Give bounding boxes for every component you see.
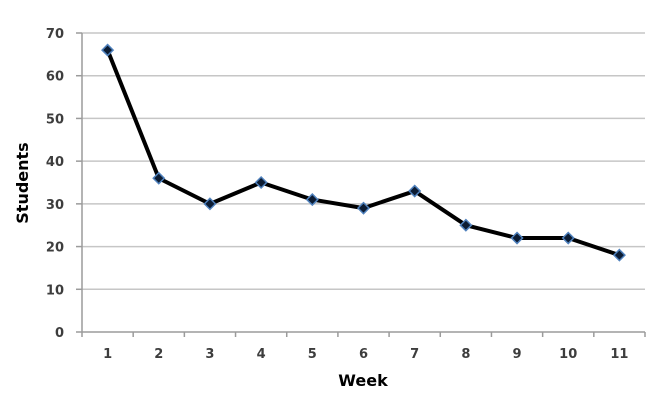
x-tick-label: 8: [461, 347, 470, 362]
y-tick-label: 0: [55, 326, 64, 341]
y-tick-label: 70: [46, 27, 64, 42]
y-tick-label: 60: [46, 70, 64, 85]
x-tick-label: 7: [410, 347, 419, 362]
y-tick-label: 20: [46, 241, 64, 256]
x-tick-label: 10: [559, 347, 577, 362]
x-tick-label: 11: [610, 347, 628, 362]
x-tick-label: 2: [154, 347, 163, 362]
x-tick-label: 9: [513, 347, 522, 362]
y-tick-label: 10: [46, 283, 64, 298]
y-axis-title: Students: [13, 142, 32, 223]
data-point-marker: [510, 231, 524, 245]
data-point-marker: [203, 197, 217, 211]
y-tick-label: 40: [46, 155, 64, 170]
x-tick-label: 5: [308, 347, 317, 362]
x-tick-label: 4: [257, 347, 266, 362]
data-point-marker: [305, 193, 319, 207]
y-tick-label: 30: [46, 198, 64, 213]
data-point-marker: [152, 171, 166, 185]
data-point-marker: [459, 218, 473, 232]
x-axis-title: Week: [338, 371, 388, 390]
data-point-marker: [101, 43, 115, 57]
data-series-line: [105, 48, 622, 258]
data-point-marker: [612, 248, 626, 262]
data-point-marker: [408, 184, 422, 198]
data-point-marker: [356, 201, 371, 215]
data-point-marker: [561, 231, 575, 245]
y-tick-label: 50: [46, 112, 64, 127]
x-tick-label: 1: [103, 347, 112, 362]
data-point-marker: [254, 175, 268, 190]
x-tick-label: 6: [359, 347, 368, 362]
x-tick-label: 3: [205, 347, 214, 362]
